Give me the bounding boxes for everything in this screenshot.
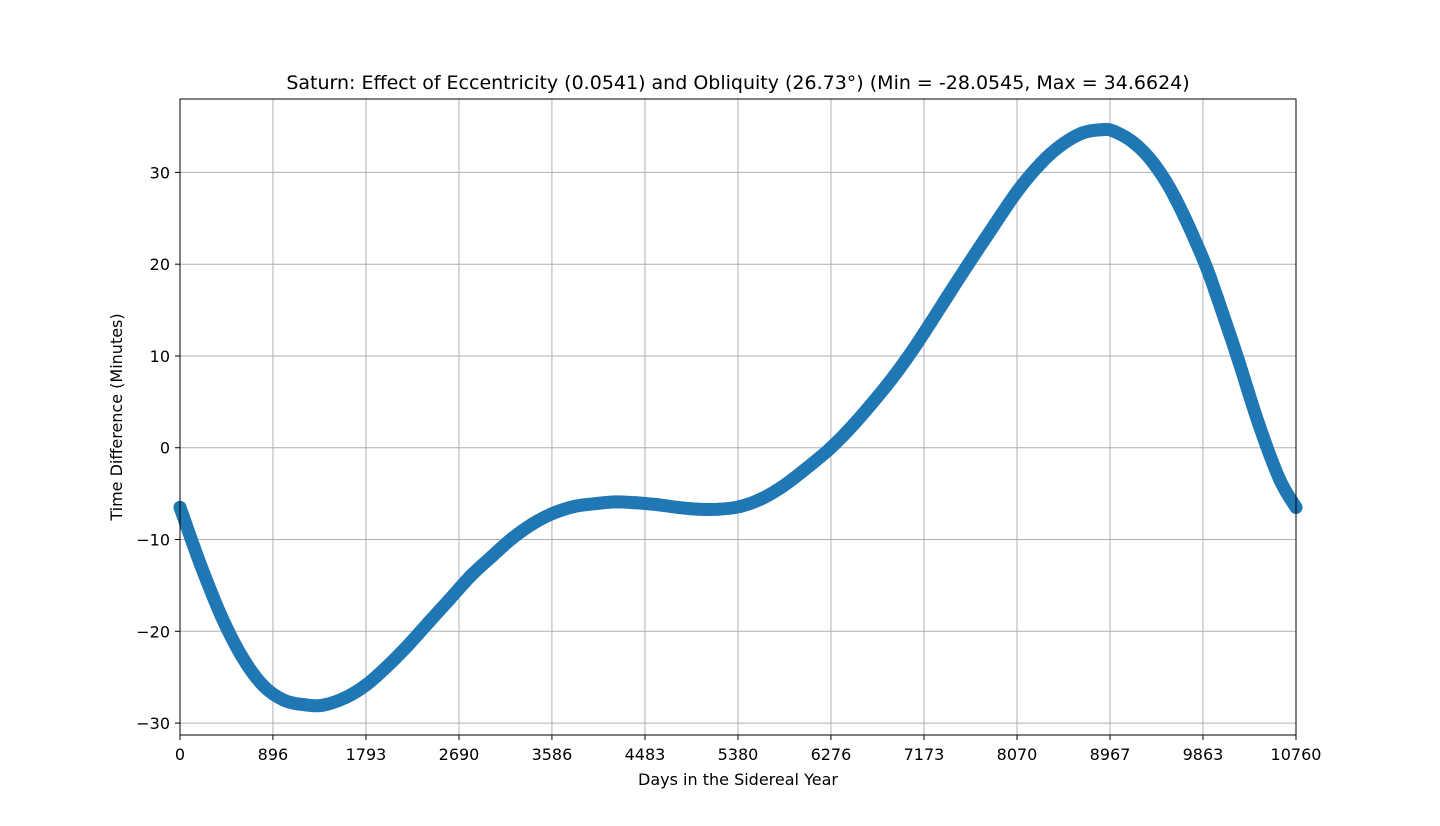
- y-tick-label: −10: [136, 531, 170, 550]
- data-point: [712, 502, 726, 516]
- data-point: [775, 480, 789, 494]
- y-axis-label: Time Difference (Minutes): [107, 313, 126, 521]
- x-tick-label: 8967: [1090, 745, 1131, 764]
- data-point: [671, 500, 685, 514]
- data-point: [1252, 417, 1266, 431]
- data-point: [941, 289, 954, 303]
- data-point: [754, 492, 768, 506]
- data-point: [567, 500, 581, 513]
- data-point: [422, 615, 436, 629]
- data-point: [360, 678, 374, 691]
- data-point: [380, 659, 394, 673]
- data-point: [650, 498, 664, 512]
- data-point: [961, 257, 975, 271]
- data-point: [1210, 290, 1224, 304]
- data-point: [484, 550, 498, 564]
- x-tick-label: 7173: [904, 745, 945, 764]
- y-tick-label: 0: [160, 439, 170, 458]
- data-point: [277, 693, 291, 707]
- x-tick-label: 6276: [811, 745, 852, 764]
- x-tick-label: 2690: [439, 745, 480, 764]
- x-tick-label: 5380: [718, 745, 759, 764]
- data-point: [463, 569, 477, 583]
- data-point: [215, 610, 228, 624]
- data-point: [443, 592, 457, 606]
- x-tick-label: 9863: [1183, 745, 1224, 764]
- x-axis: 0 896 1793 2690 3586 4483 5380 6276 7173 8070 8967…: [175, 735, 1322, 764]
- x-tick-label: 3586: [532, 745, 573, 764]
- data-point: [505, 532, 519, 546]
- data-point: [982, 226, 996, 240]
- data-point: [629, 496, 643, 510]
- data-point: [1127, 136, 1141, 150]
- data-point: [339, 690, 353, 704]
- data-point: [824, 441, 838, 455]
- data-point: [733, 500, 747, 513]
- data-point: [1034, 156, 1048, 170]
- data-point: [878, 380, 892, 394]
- data-point: [899, 353, 913, 367]
- y-tick-label: 30: [150, 163, 170, 182]
- data-point: [545, 507, 559, 521]
- data-point: [401, 638, 415, 652]
- x-tick-label: 10760: [1271, 745, 1322, 764]
- y-tick-label: 20: [150, 255, 170, 274]
- data-point: [1010, 185, 1024, 199]
- y-tick-label: −30: [136, 714, 170, 733]
- y-axis: −30 −20 −10 0 10 20 30: [136, 163, 180, 733]
- data-point: [298, 698, 311, 712]
- data-point: [1169, 192, 1183, 206]
- data-point: [316, 698, 330, 712]
- data-series: [173, 122, 1303, 713]
- data-point: [1075, 126, 1089, 140]
- data-point: [526, 517, 540, 531]
- x-axis-label: Days in the Sidereal Year: [638, 770, 838, 789]
- data-point: [795, 465, 809, 479]
- data-point: [1148, 158, 1162, 172]
- data-point: [847, 417, 861, 431]
- x-tick-label: 0: [175, 745, 185, 764]
- data-point: [588, 497, 602, 511]
- data-point: [194, 558, 208, 572]
- grid: [179, 99, 1297, 735]
- data-point: [1094, 123, 1108, 137]
- x-tick-label: 896: [258, 745, 289, 764]
- x-tick-label: 8070: [997, 745, 1038, 764]
- data-point: [1196, 252, 1210, 266]
- data-point: [256, 678, 270, 692]
- data-point: [1055, 138, 1069, 152]
- chart-title: Saturn: Effect of Eccentricity (0.0541) …: [286, 72, 1189, 94]
- data-point: [692, 502, 706, 516]
- data-point: [609, 495, 623, 509]
- x-tick-label: 1793: [346, 745, 387, 764]
- x-tick-label: 4483: [625, 745, 666, 764]
- data-point: [235, 650, 249, 664]
- y-tick-label: −20: [136, 622, 170, 641]
- data-point: [1272, 472, 1286, 486]
- data-point: [1231, 352, 1245, 366]
- data-point: [1107, 124, 1120, 138]
- data-point: [917, 326, 931, 340]
- y-tick-label: 10: [150, 347, 170, 366]
